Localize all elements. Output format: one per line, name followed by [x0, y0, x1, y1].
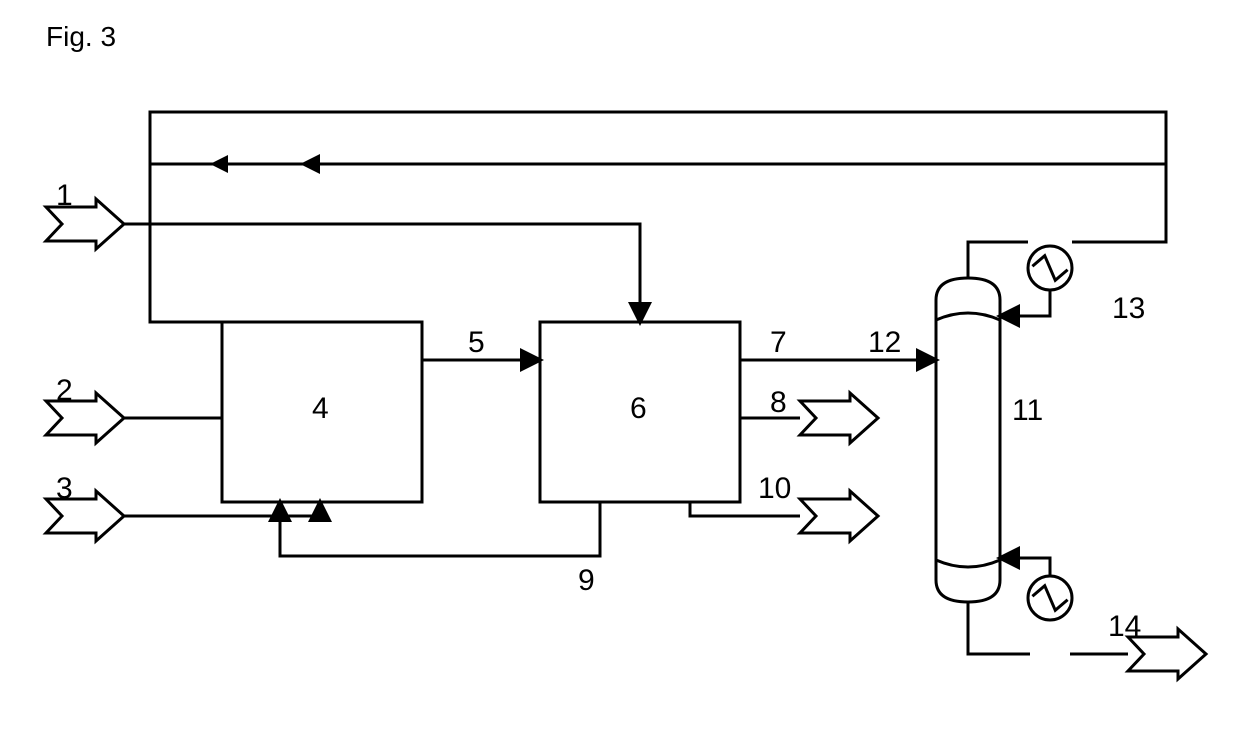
label-3: 3	[56, 472, 73, 505]
flow-f_col_top_out	[968, 242, 1028, 278]
heat-exchanger-icon	[1028, 576, 1072, 620]
label-10: 10	[758, 472, 791, 505]
label-5: 5	[468, 326, 485, 359]
label-7: 7	[770, 326, 787, 359]
label-11: 11	[1012, 394, 1043, 427]
label-14: 14	[1108, 610, 1141, 643]
heat-exchanger-icon	[1028, 246, 1072, 290]
flow-f_reboil_return	[1000, 558, 1050, 576]
label-12: 12	[868, 326, 901, 359]
label-8: 8	[770, 386, 787, 419]
label-2: 2	[56, 374, 73, 407]
label-4: 4	[312, 392, 329, 425]
flow-f_3_to_4_bottom	[124, 502, 320, 516]
label-1: 1	[56, 179, 73, 212]
stream-arrow-8	[800, 393, 878, 443]
flow-f_top_recycle	[150, 112, 1166, 322]
distillation-column	[936, 278, 1000, 602]
flow-f_col_bot_out	[968, 602, 1030, 654]
flow-f_cond_return	[1000, 290, 1050, 316]
label-6: 6	[630, 392, 647, 425]
flow-9	[280, 502, 600, 556]
label-13: 13	[1112, 292, 1145, 325]
process-flow-diagram: Fig. 31234567891011121314	[0, 0, 1240, 754]
figure-caption: Fig. 3	[46, 21, 116, 52]
flow-f_1_to_6	[124, 224, 640, 322]
stream-arrow-10	[800, 491, 878, 541]
label-9: 9	[578, 564, 595, 597]
